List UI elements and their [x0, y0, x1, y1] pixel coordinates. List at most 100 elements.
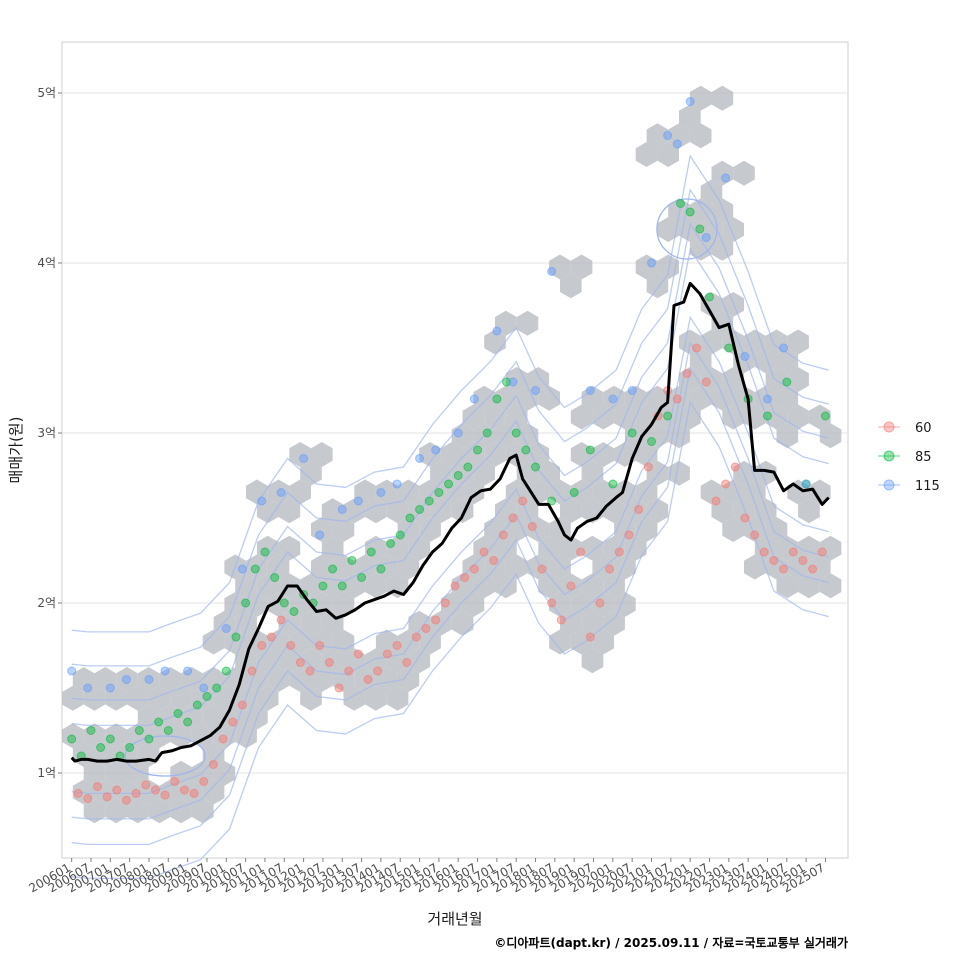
hexbin-cell — [83, 760, 106, 786]
point-series-60 — [460, 573, 470, 582]
hexbin-cell — [83, 798, 106, 824]
hexbin-cell — [62, 723, 84, 749]
hexbin-cell — [646, 273, 669, 299]
point-series-85 — [482, 428, 492, 438]
point-series-85 — [704, 292, 714, 302]
hexbin-cell — [430, 460, 452, 486]
hexbin-cell — [581, 460, 604, 486]
point-series-85 — [424, 496, 434, 506]
hexbin-cell — [289, 667, 311, 692]
point-series-60 — [498, 530, 508, 540]
hexbin-cell — [300, 610, 322, 636]
point-series-60 — [141, 780, 151, 790]
point-series-85 — [337, 581, 347, 591]
point-series-85 — [231, 632, 241, 642]
point-series-85 — [67, 734, 77, 744]
point-series-115 — [469, 394, 479, 404]
hexbin-cell — [267, 592, 290, 617]
point-series-85 — [453, 471, 463, 480]
hexbin-cell — [462, 592, 485, 617]
hexbin-cell — [430, 498, 452, 524]
point-series-85 — [473, 445, 483, 455]
density-contour — [71, 188, 829, 667]
point-series-115 — [508, 377, 518, 387]
hexbin-cell — [440, 442, 463, 467]
point-series-60 — [595, 598, 605, 608]
hexbin-cell — [711, 85, 734, 111]
x-axis-title: 거래년월 — [427, 910, 482, 928]
point-series-115 — [237, 564, 247, 574]
point-series-85 — [173, 709, 183, 718]
hexbin-cell — [527, 367, 550, 392]
hexbin-cell — [408, 535, 431, 561]
point-series-115 — [608, 394, 618, 404]
point-series-60 — [121, 795, 131, 805]
hexbin-cell — [657, 217, 679, 242]
hexbin-cell — [657, 254, 679, 280]
hexbin-cell — [776, 573, 799, 599]
point-series-115 — [762, 394, 772, 404]
point-series-85 — [569, 488, 579, 497]
hexbin-cell — [505, 404, 528, 430]
hexbin-cell — [246, 554, 268, 580]
hexbin-cell — [505, 517, 528, 542]
hexbin-cell — [484, 442, 506, 467]
hexbin-cell — [397, 629, 420, 655]
point-series-60 — [508, 513, 518, 523]
point-series-85 — [511, 428, 521, 438]
point-series-60 — [769, 556, 779, 565]
hexbin-cell — [365, 573, 387, 599]
point-series-85 — [134, 726, 144, 735]
point-series-60 — [150, 785, 160, 795]
point-series-60 — [402, 658, 412, 667]
point-series-60 — [730, 462, 740, 472]
hexbin-cell — [808, 479, 831, 505]
point-series-60 — [556, 615, 566, 625]
point-series-85 — [463, 462, 473, 472]
point-series-60 — [740, 513, 750, 523]
point-series-60 — [373, 666, 383, 676]
point-series-115 — [392, 479, 402, 489]
hexbin-cell — [386, 535, 409, 561]
point-series-115 — [627, 386, 637, 395]
point-series-60 — [817, 547, 827, 557]
point-series-60 — [576, 547, 586, 557]
hexbin-cell — [538, 460, 560, 486]
point-series-85 — [521, 445, 531, 455]
legend: 60 85 115 — [878, 421, 940, 494]
point-series-60 — [527, 522, 537, 531]
hexbin-cell — [289, 442, 311, 467]
hexbin-cell — [462, 404, 485, 430]
hexbin-cell — [560, 535, 582, 561]
point-series-60 — [440, 598, 450, 608]
hexbin-cell — [603, 385, 625, 411]
hexbin-cell — [181, 779, 203, 805]
point-series-60 — [585, 632, 595, 642]
legend-label-60: 60 — [915, 421, 932, 436]
hexbin-cell — [375, 479, 398, 505]
point-series-85 — [221, 666, 231, 676]
point-series-115 — [685, 97, 695, 106]
hexbin-cell — [646, 123, 669, 149]
hexbin-cell — [127, 685, 149, 711]
hexbin-cell — [202, 779, 225, 805]
hexbin-cell — [495, 385, 517, 411]
point-series-85 — [163, 726, 173, 735]
hexbin-cell — [560, 273, 582, 299]
hexbin-cell — [570, 404, 593, 430]
point-series-60 — [605, 564, 615, 574]
point-series-115 — [121, 675, 131, 684]
hexbin-cell — [235, 610, 257, 636]
point-series-115 — [67, 666, 77, 676]
point-series-60 — [83, 794, 93, 803]
point-series-60 — [624, 530, 634, 540]
point-series-85 — [386, 539, 396, 548]
point-series-85 — [212, 683, 222, 693]
point-series-115 — [315, 530, 325, 540]
point-series-85 — [663, 411, 673, 421]
hexbin-cell — [83, 723, 106, 749]
hexbin-cell — [603, 610, 625, 636]
legend-key-point — [883, 479, 895, 491]
hexbin-cell — [256, 535, 279, 561]
point-series-60 — [701, 377, 711, 387]
